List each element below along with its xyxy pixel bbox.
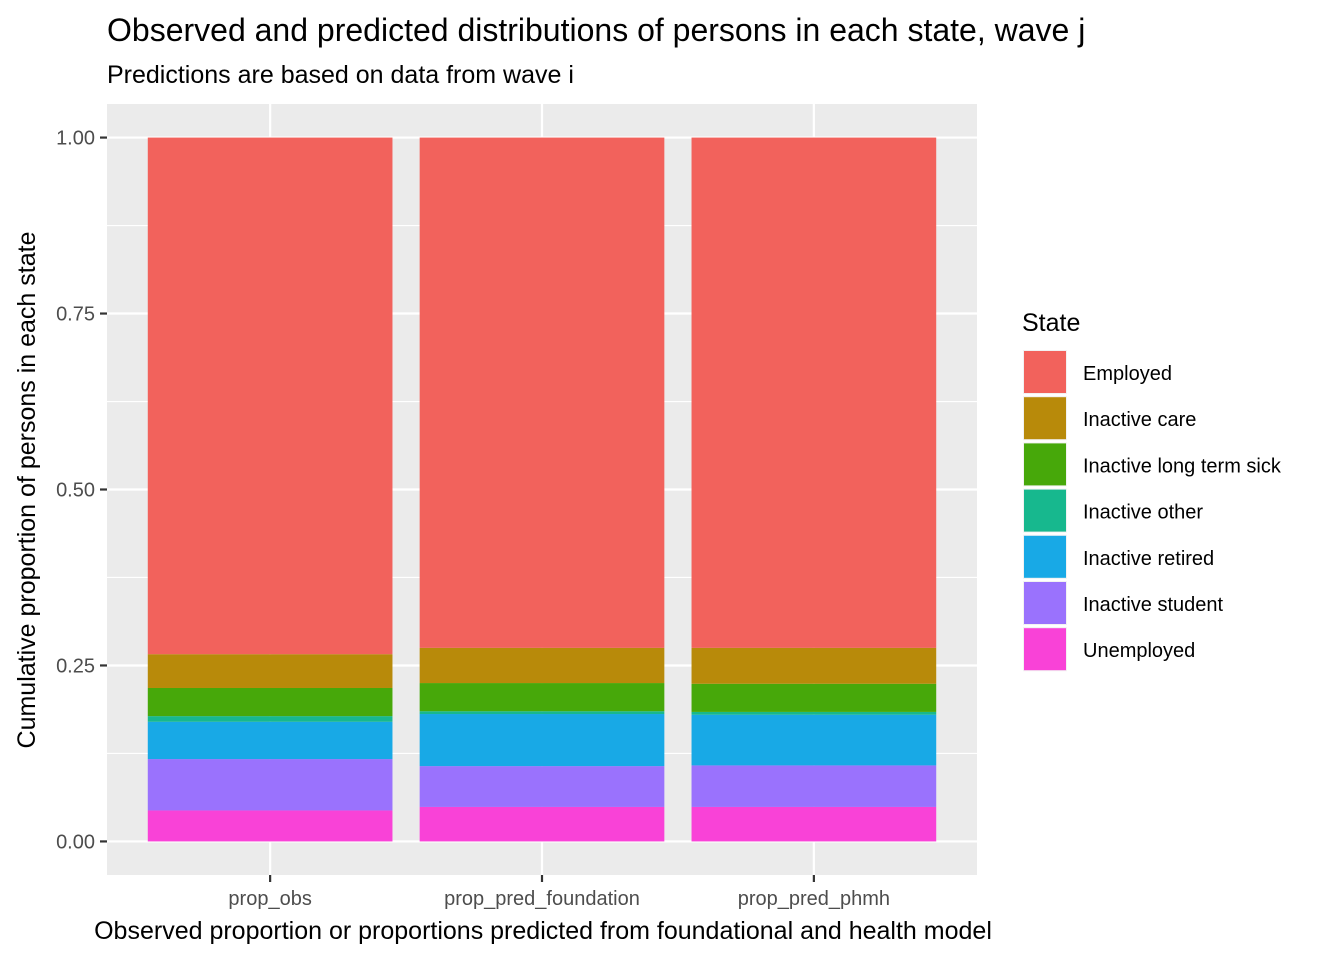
bar-segment-inactive-care [419, 647, 665, 684]
bar-segment-inactive-retired [147, 721, 393, 760]
bar-segment-inactive-other [691, 711, 937, 715]
y-tick-label: 0.00 [56, 831, 95, 853]
bar-segment-inactive-care [147, 654, 393, 688]
bar-segment-unemployed [147, 810, 393, 842]
chart-title: Observed and predicted distributions of … [107, 12, 1085, 48]
y-axis: 0.00 0.25 0.50 0.75 1.00 [56, 128, 107, 853]
bar-stack-prop_obs [147, 137, 393, 842]
y-tick-label: 0.25 [56, 655, 95, 677]
legend-item: Inactive student [1023, 581, 1224, 625]
y-tick-label: 1.00 [56, 128, 95, 150]
bar-segment-unemployed [691, 806, 937, 842]
bar-segment-employed [419, 137, 665, 648]
legend-swatch [1024, 628, 1066, 671]
bar-segment-inactive-long-term-sick [147, 687, 393, 717]
legend-swatch [1024, 489, 1066, 532]
legend-swatch [1024, 535, 1066, 578]
legend-label: Unemployed [1083, 640, 1195, 662]
x-tick-label: prop_obs [228, 888, 311, 910]
x-axis-title: Observed proportion or proportions predi… [94, 917, 992, 945]
chart-subtitle: Predictions are based on data from wave … [107, 61, 574, 89]
bar-segment-inactive-long-term-sick [419, 683, 665, 712]
legend-label: Inactive long term sick [1083, 455, 1282, 477]
bar-segment-inactive-other [419, 711, 665, 715]
bar-segment-unemployed [419, 806, 665, 842]
bar-segment-inactive-student [419, 766, 665, 807]
bar-segment-inactive-retired [419, 714, 665, 767]
legend-item: Employed [1023, 350, 1172, 394]
legend: State Employed Inactive care Inactive long… [1022, 309, 1282, 672]
bar-stack-prop_pred_foundation [419, 137, 665, 842]
legend-swatch [1024, 351, 1066, 393]
x-axis: prop_obs prop_pred_foundation prop_pred_ph… [228, 875, 890, 910]
legend-item: Inactive retired [1023, 534, 1214, 579]
bars [147, 137, 937, 842]
bar-segment-inactive-student [147, 759, 393, 811]
bar-segment-inactive-other [147, 716, 393, 722]
legend-label: Inactive student [1083, 594, 1224, 616]
legend-item: Inactive long term sick [1023, 442, 1282, 487]
legend-label: Inactive care [1083, 409, 1196, 431]
bar-segment-inactive-care [691, 647, 937, 684]
bar-segment-employed [147, 137, 393, 655]
legend-label: Inactive retired [1083, 548, 1214, 570]
legend-item: Inactive care [1023, 396, 1196, 441]
legend-item: Inactive other [1023, 488, 1203, 533]
y-tick-label: 0.75 [56, 304, 95, 326]
x-tick-label: prop_pred_phmh [738, 888, 890, 910]
legend-swatch [1024, 443, 1066, 486]
legend-title: State [1022, 309, 1080, 337]
bar-segment-employed [691, 137, 937, 648]
legend-label: Employed [1083, 363, 1172, 385]
bar-segment-inactive-student [691, 765, 937, 807]
bar-segment-inactive-retired [691, 714, 937, 766]
legend-item: Unemployed [1023, 627, 1195, 672]
legend-swatch [1024, 397, 1066, 440]
legend-label: Inactive other [1083, 502, 1203, 524]
y-axis-title: Cumulative proportion of persons in each… [13, 232, 41, 749]
x-tick-label: prop_pred_foundation [444, 888, 640, 910]
y-tick-label: 0.50 [56, 480, 95, 502]
bar-segment-inactive-long-term-sick [691, 683, 937, 712]
bar-stack-prop_pred_phmh [691, 137, 937, 842]
legend-swatch [1024, 582, 1066, 624]
